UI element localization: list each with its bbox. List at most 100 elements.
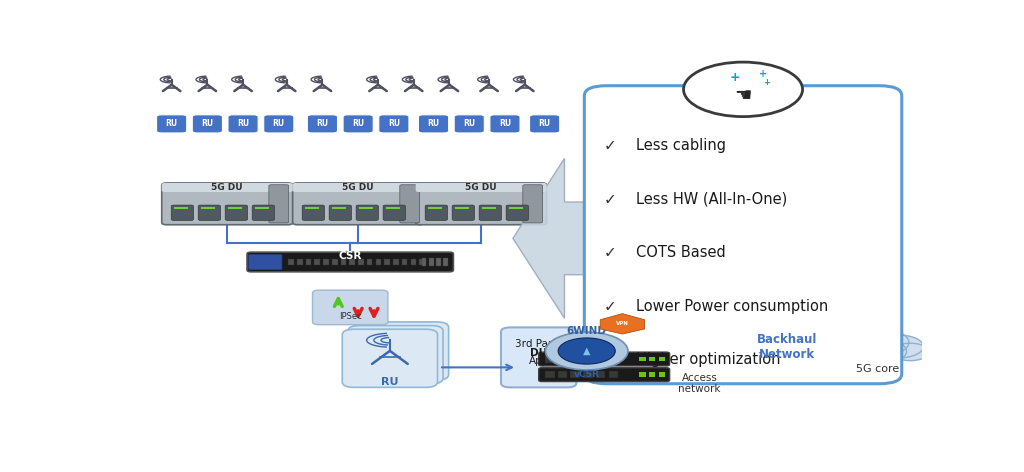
Text: +: +	[763, 78, 770, 87]
Circle shape	[700, 339, 756, 364]
Text: RU: RU	[272, 119, 285, 128]
Bar	[324, 259, 329, 265]
Circle shape	[666, 332, 733, 362]
Text: RU: RU	[539, 119, 551, 128]
Text: Less cabling: Less cabling	[636, 138, 726, 153]
FancyBboxPatch shape	[171, 205, 194, 220]
Text: ✓: ✓	[604, 138, 616, 153]
FancyBboxPatch shape	[425, 205, 447, 220]
Bar	[545, 371, 555, 378]
Text: RU: RU	[427, 119, 439, 128]
Bar	[297, 259, 303, 265]
FancyBboxPatch shape	[379, 115, 409, 133]
Bar	[411, 259, 416, 265]
FancyBboxPatch shape	[307, 115, 338, 133]
FancyBboxPatch shape	[312, 290, 388, 325]
FancyBboxPatch shape	[383, 205, 406, 220]
Bar	[393, 259, 398, 265]
Bar	[570, 355, 580, 362]
Text: 5G core: 5G core	[856, 364, 899, 374]
FancyBboxPatch shape	[585, 86, 902, 384]
Bar	[658, 357, 665, 361]
Text: RU: RU	[463, 119, 475, 128]
Text: RU: RU	[202, 119, 213, 128]
Bar	[608, 371, 618, 378]
Bar	[608, 355, 618, 362]
Text: RU: RU	[352, 119, 365, 128]
Text: CSR: CSR	[339, 251, 361, 261]
Bar	[314, 259, 321, 265]
Bar	[358, 207, 373, 209]
Bar	[596, 371, 605, 378]
Circle shape	[558, 338, 615, 364]
Bar	[583, 371, 593, 378]
Bar	[570, 371, 580, 378]
Text: RU: RU	[388, 119, 400, 128]
Text: COTS Based: COTS Based	[636, 245, 726, 260]
Circle shape	[873, 335, 924, 358]
Bar	[385, 207, 399, 209]
FancyBboxPatch shape	[228, 115, 258, 133]
Circle shape	[633, 348, 675, 367]
Text: +: +	[759, 69, 767, 79]
Text: Less HW (All-In-One): Less HW (All-In-One)	[636, 192, 787, 207]
FancyBboxPatch shape	[264, 115, 294, 133]
Circle shape	[546, 332, 628, 370]
Bar	[384, 259, 390, 265]
Bar	[639, 357, 646, 361]
Bar	[367, 259, 373, 265]
Text: ✓: ✓	[604, 352, 616, 367]
Text: 5G DU: 5G DU	[211, 183, 243, 192]
Bar	[428, 207, 442, 209]
Bar	[455, 207, 469, 209]
Bar	[376, 259, 381, 265]
FancyBboxPatch shape	[293, 183, 424, 192]
Text: VPN: VPN	[616, 321, 629, 326]
Circle shape	[668, 343, 731, 371]
FancyBboxPatch shape	[539, 352, 670, 366]
Bar	[358, 259, 364, 265]
FancyBboxPatch shape	[523, 185, 543, 223]
FancyBboxPatch shape	[416, 183, 547, 225]
FancyBboxPatch shape	[293, 183, 424, 225]
Bar	[341, 259, 346, 265]
Bar	[658, 372, 665, 377]
Bar	[255, 207, 269, 209]
FancyBboxPatch shape	[302, 205, 325, 220]
Circle shape	[847, 328, 909, 356]
Bar	[332, 207, 346, 209]
FancyBboxPatch shape	[225, 205, 248, 220]
Text: IPSec: IPSec	[339, 312, 361, 321]
Bar	[349, 259, 355, 265]
FancyBboxPatch shape	[506, 205, 528, 220]
FancyBboxPatch shape	[342, 329, 437, 388]
Bar	[545, 355, 555, 362]
Circle shape	[849, 338, 906, 364]
Text: 5G DU: 5G DU	[342, 183, 374, 192]
Bar	[436, 258, 440, 266]
FancyBboxPatch shape	[455, 115, 484, 133]
Text: RU: RU	[166, 119, 178, 128]
FancyBboxPatch shape	[247, 252, 454, 272]
Bar	[419, 259, 425, 265]
Bar	[289, 259, 294, 265]
FancyBboxPatch shape	[356, 205, 379, 220]
FancyBboxPatch shape	[501, 328, 577, 388]
FancyBboxPatch shape	[348, 326, 443, 384]
Bar	[583, 355, 593, 362]
Bar	[509, 207, 523, 209]
Text: 5G DU: 5G DU	[465, 183, 497, 192]
Text: vCSR: vCSR	[573, 370, 600, 379]
Bar	[558, 371, 567, 378]
Text: Higher optimization: Higher optimization	[636, 352, 780, 367]
Text: ✓: ✓	[604, 299, 616, 314]
Text: ▲: ▲	[583, 346, 591, 356]
Text: ✓: ✓	[604, 245, 616, 260]
Bar	[304, 207, 318, 209]
Bar	[401, 259, 408, 265]
Bar	[332, 259, 338, 265]
Text: Access
network: Access network	[678, 373, 721, 395]
FancyBboxPatch shape	[162, 183, 293, 225]
Bar	[429, 258, 433, 266]
FancyBboxPatch shape	[343, 115, 373, 133]
